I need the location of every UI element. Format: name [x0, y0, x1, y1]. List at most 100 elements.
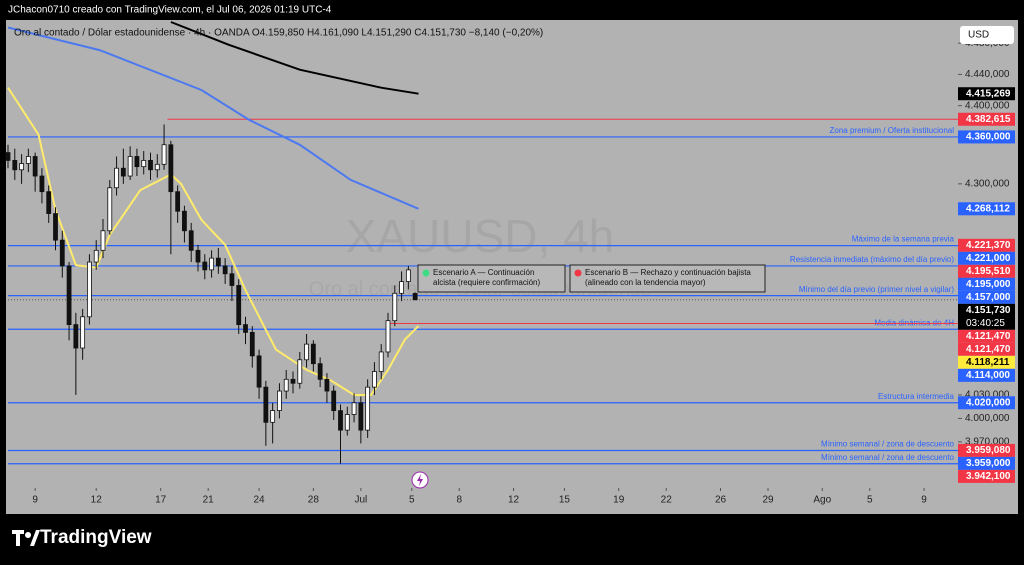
candle-body	[365, 386, 371, 431]
candle-body	[344, 414, 350, 431]
candle-body	[66, 265, 72, 325]
candle-body	[53, 213, 58, 241]
candle-body	[100, 230, 106, 251]
candle-body	[188, 230, 194, 251]
candle-body	[154, 163, 160, 171]
price-label: 3.959,080	[966, 445, 1011, 456]
candle-body	[32, 156, 38, 177]
candle-body	[168, 144, 174, 193]
logo-mark	[12, 530, 40, 546]
credit: JChacon0710 creado con TradingView.com, …	[8, 5, 332, 16]
candle-body	[283, 378, 289, 392]
candle-body	[175, 191, 181, 212]
candle-body	[277, 390, 282, 411]
price-label-box	[958, 355, 1015, 369]
scenario-text: alcista (requiere confirmación)	[433, 278, 540, 287]
level-note: Mínimo semanal / zona de descuento	[821, 453, 955, 462]
watermark-title: XAUUSD, 4h	[346, 210, 614, 262]
candle-body	[202, 261, 208, 271]
x-tick-label: 26	[715, 495, 727, 506]
x-tick-label: 29	[762, 495, 774, 506]
candle-body	[331, 390, 337, 411]
price-label: 4.114,000	[966, 370, 1010, 381]
candle-body	[127, 156, 133, 177]
price-label: 4.268,112	[966, 203, 1010, 214]
candle-body	[39, 175, 45, 193]
candle-body	[412, 293, 418, 301]
level-note: Estructura intermedia	[878, 392, 955, 401]
candle-body	[215, 257, 221, 267]
level-note: Media dinámica de 4H	[874, 318, 954, 327]
candle-body	[385, 320, 391, 353]
price-label-box	[958, 456, 1015, 470]
candle-body	[249, 332, 255, 357]
candle-body	[5, 152, 11, 161]
candle-body	[19, 163, 24, 171]
candle-body	[256, 355, 262, 388]
price-label-box	[958, 396, 1015, 410]
scenario-dot	[422, 269, 430, 277]
candle-body	[243, 324, 248, 333]
candle-body	[161, 144, 167, 165]
currency-button[interactable]	[960, 26, 1014, 44]
y-tick-label: 4.000,000	[965, 413, 1010, 424]
candle-body	[229, 273, 235, 286]
y-tick-label: 3.970,000	[965, 437, 1010, 448]
candle-body	[209, 257, 214, 271]
price-label-box	[958, 368, 1015, 382]
x-tick-label: 12	[508, 495, 520, 506]
candle-body	[392, 292, 398, 322]
candle-body	[12, 159, 18, 171]
currency[interactable]: USD	[968, 30, 989, 41]
candle-body	[46, 191, 52, 214]
candle-body	[87, 261, 92, 318]
scenario-box	[569, 264, 766, 293]
price-label-box	[958, 277, 1015, 291]
candle-body	[120, 167, 126, 177]
price-label: 4.121,470	[966, 344, 1011, 355]
event-bolt	[417, 474, 423, 486]
candle-body	[338, 410, 343, 431]
candle-body	[25, 156, 31, 164]
y-tick-label: 4.400,000	[965, 100, 1010, 111]
level-note: Máximo de la semana previa	[852, 235, 955, 244]
symbol-line: Oro al contado / Dólar estadounidense · …	[14, 28, 543, 39]
x-tick-label: 28	[308, 495, 320, 506]
current-price-label: 4.151,730	[966, 305, 1011, 316]
candle-body	[182, 210, 187, 232]
price-label: 3.942,100	[966, 471, 1011, 482]
x-tick-label: 24	[254, 495, 266, 506]
price-label: 4.360,000	[966, 132, 1011, 143]
price-label: 4.221,000	[966, 253, 1011, 264]
price-label: 4.121,470	[966, 331, 1011, 342]
price-label: 4.195,000	[966, 279, 1011, 290]
price-label-box	[958, 342, 1015, 356]
candle-body	[59, 239, 65, 267]
x-tick-label: 9	[32, 495, 38, 506]
scenario-box	[417, 264, 566, 293]
price-label-box	[958, 87, 1015, 101]
candle-body	[236, 285, 242, 325]
x-tick-label: 12	[91, 495, 103, 506]
price-label-box	[958, 329, 1015, 343]
price-label-box	[958, 251, 1015, 265]
candle-body	[270, 410, 276, 423]
candle-body	[148, 159, 153, 171]
countdown: 03:40:25	[966, 318, 1005, 329]
price-label-box	[958, 112, 1015, 126]
x-tick-label: 8	[456, 495, 462, 506]
x-tick-label: 9	[921, 495, 927, 506]
moving-average	[7, 26, 419, 210]
candle-body	[222, 265, 228, 275]
candle-body	[378, 351, 384, 372]
price-label-box	[958, 202, 1015, 216]
candle-body	[134, 156, 140, 168]
candle-body	[73, 324, 79, 349]
brand: TradingView	[40, 527, 152, 548]
y-tick-label: 4.030,000	[965, 390, 1010, 401]
y-tick-label: 4.300,000	[965, 178, 1010, 189]
level-note: Resistencia inmediata (máximo del día pr…	[790, 255, 954, 264]
price-label: 4.195,510	[966, 266, 1011, 277]
candle-body	[317, 363, 323, 380]
